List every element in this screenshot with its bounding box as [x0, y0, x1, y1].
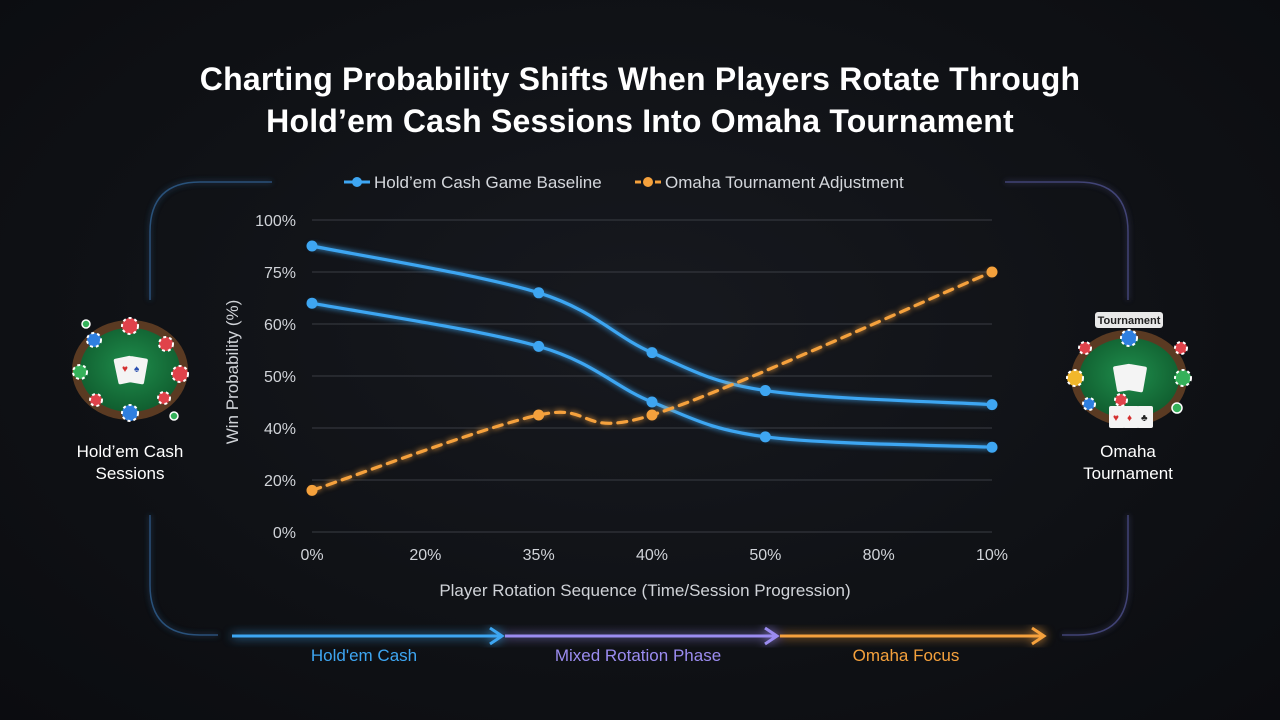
- series-0: [306, 240, 998, 411]
- y-tick-label: 50%: [264, 369, 296, 386]
- right-panel-label: Omaha Tournament: [1048, 441, 1208, 485]
- data-point: [306, 240, 318, 252]
- tournament-badge-text: Tournament: [1098, 315, 1161, 327]
- y-axis-ticks: 0% 20% 40% 50% 60% 75% 100%: [255, 213, 296, 542]
- x-tick-label: 10%: [976, 547, 1008, 564]
- data-point: [986, 399, 998, 411]
- playing-cards-icon: ♥ ♠: [113, 355, 148, 385]
- left-label-line-1: Hold’em Cash: [76, 442, 184, 461]
- data-point: [759, 431, 771, 443]
- poker-chips-icon: [72, 317, 189, 422]
- frame-bottom-right: [1062, 515, 1129, 636]
- glow-frame: [149, 181, 1129, 636]
- series-layer: [306, 240, 998, 496]
- svg-text:♦: ♦: [1127, 413, 1132, 424]
- data-point: [306, 484, 318, 496]
- data-point: [306, 297, 318, 309]
- phase-label-mixed: Mixed Rotation Phase: [554, 646, 722, 665]
- frame-top-left: [149, 181, 272, 300]
- svg-text:♠: ♠: [134, 364, 140, 375]
- data-point: [986, 441, 998, 453]
- right-label-line-2: Tournament: [1083, 464, 1173, 483]
- legend-label-holdem: Hold’em Cash Game Baseline: [374, 173, 602, 192]
- playing-cards-icon: ♥ ♦ ♣: [1109, 363, 1153, 428]
- left-panel-label: Hold’em Cash Sessions: [50, 441, 210, 485]
- x-axis-ticks: 0% 20% 35% 40% 50% 80% 10%: [300, 547, 1008, 564]
- y-tick-label: 75%: [264, 265, 296, 282]
- svg-text:♣: ♣: [1141, 413, 1148, 424]
- title-line-2: Hold’em Cash Sessions Into Omaha Tournam…: [266, 103, 1014, 139]
- y-tick-label: 60%: [264, 317, 296, 334]
- gridlines: [312, 219, 992, 533]
- tournament-table-icon: Tournament ♥ ♦ ♣: [1066, 312, 1192, 428]
- legend-item-holdem: Hold’em Cash Game Baseline: [344, 173, 602, 192]
- y-tick-label: 20%: [264, 473, 296, 490]
- x-tick-label: 0%: [300, 547, 323, 564]
- svg-text:♥: ♥: [1113, 413, 1119, 424]
- title-line-1: Charting Probability Shifts When Players…: [199, 61, 1081, 97]
- x-tick-label: 20%: [409, 547, 441, 564]
- legend-marker-omaha: [643, 177, 653, 187]
- data-point: [759, 385, 771, 397]
- legend-marker-holdem: [352, 177, 362, 187]
- right-label-line-1: Omaha: [1100, 442, 1156, 461]
- data-point: [986, 266, 998, 278]
- y-axis-title: Win Probability (%): [223, 300, 242, 445]
- phase-arrow-holdem: [232, 626, 505, 646]
- poker-chips-icon: [1066, 329, 1192, 414]
- series-1: [306, 297, 998, 453]
- legend-label-omaha: Omaha Tournament Adjustment: [665, 173, 904, 192]
- x-axis-title: Player Rotation Sequence (Time/Session P…: [439, 581, 850, 600]
- x-tick-label: 50%: [749, 547, 781, 564]
- y-tick-label: 100%: [255, 213, 296, 230]
- y-tick-label: 40%: [264, 421, 296, 438]
- phase-arrow-mixed: [505, 626, 780, 646]
- y-tick-label: 0%: [273, 525, 296, 542]
- phase-label-omaha: Omaha Focus: [852, 646, 960, 665]
- series-2: [306, 266, 998, 496]
- data-point: [533, 409, 545, 421]
- data-point: [646, 396, 658, 408]
- legend: Hold’em Cash Game Baseline Omaha Tournam…: [344, 173, 904, 192]
- frame-bottom-left: [149, 515, 218, 636]
- tournament-badge: [1095, 312, 1163, 328]
- data-point: [533, 340, 545, 352]
- series-line: [310, 244, 994, 407]
- phase-label-holdem: Hold'em Cash: [310, 646, 418, 665]
- chart-title: Charting Probability Shifts When Players…: [0, 58, 1280, 142]
- x-tick-label: 40%: [636, 547, 668, 564]
- left-label-line-2: Sessions: [95, 464, 165, 483]
- x-tick-label: 80%: [863, 547, 895, 564]
- legend-item-omaha: Omaha Tournament Adjustment: [635, 173, 904, 192]
- x-tick-label: 35%: [523, 547, 555, 564]
- series-line: [310, 301, 994, 449]
- phase-arrows: [232, 626, 1047, 646]
- series-line: [310, 270, 994, 492]
- svg-text:♥: ♥: [122, 364, 128, 375]
- data-point: [533, 287, 545, 299]
- phase-arrow-omaha: [780, 626, 1047, 646]
- frame-top-right: [1005, 181, 1129, 300]
- data-point: [646, 347, 658, 359]
- plot-area: 0% 20% 40% 50% 60% 75% 100% 0% 20% 35% 40% 50% 80% 1…: [255, 213, 1008, 564]
- data-point: [646, 409, 658, 421]
- poker-table-icon: ♥ ♠: [72, 317, 189, 422]
